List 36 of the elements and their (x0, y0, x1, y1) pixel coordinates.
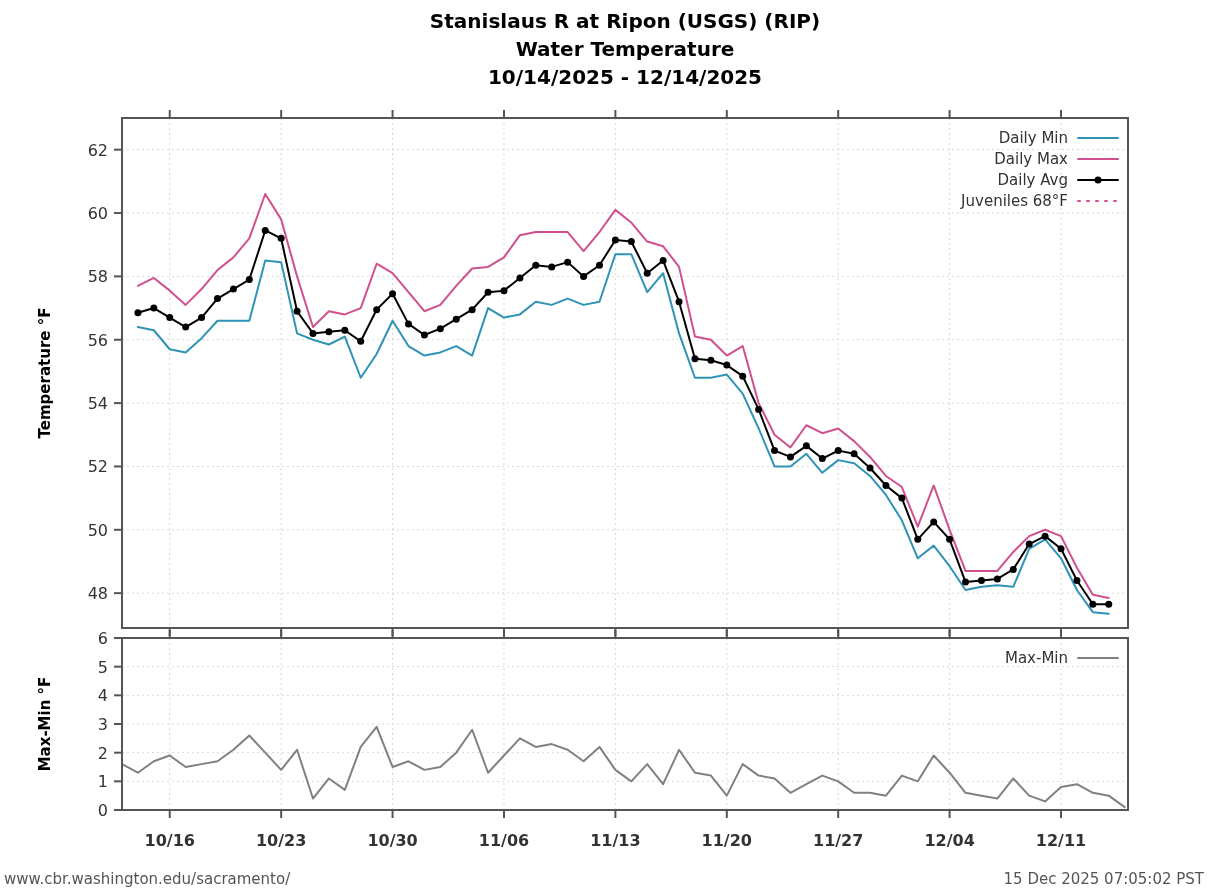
y-tick-label: 6 (97, 629, 108, 648)
y-tick-label: 1 (97, 772, 108, 792)
x-tick-label: 12/11 (1035, 831, 1087, 850)
y-tick-label: 60 (87, 204, 108, 224)
y-axis-title: Max-Min °F (36, 676, 54, 772)
line-series (121, 725, 1126, 809)
y-tick-label: 52 (87, 457, 108, 477)
y-tick-label: 4 (97, 686, 108, 706)
legend-label: Juveniles 68°F (960, 192, 1068, 210)
y-tick-label: 48 (87, 584, 108, 604)
y-tick-label: 2 (97, 743, 108, 763)
y-tick-label: 0 (97, 801, 108, 820)
legend-label: Daily Min (998, 129, 1068, 147)
y-tick-label: 62 (87, 140, 108, 160)
x-tick-label: 11/20 (701, 831, 752, 850)
x-tick-label: 12/04 (924, 831, 975, 850)
y-axis-title: Temperature °F (36, 307, 54, 439)
y-tick-label: 56 (87, 330, 108, 350)
y-tick-label: 5 (97, 657, 108, 677)
x-tick-label: 11/13 (590, 831, 641, 850)
y-tick-label: 54 (87, 394, 108, 414)
y-tick-label: 3 (97, 715, 108, 734)
x-tick-label: 10/23 (255, 831, 307, 850)
legend-label: Daily Avg (997, 171, 1068, 189)
chart-title: Stanislaus R at Ripon (USGS) (RIP) (429, 9, 821, 33)
y-tick-label: 58 (87, 267, 108, 287)
x-tick-label: 10/16 (144, 831, 195, 850)
y-tick-label: 50 (87, 520, 108, 540)
legend-label: Max-Min (1004, 649, 1068, 667)
x-tick-label: 11/27 (813, 831, 864, 850)
chart-subtitle: Water Temperature 10/14/2025 - 12/14/2025 (487, 37, 763, 89)
x-tick-label: 10/30 (367, 831, 418, 850)
x-tick-label: 11/06 (478, 831, 530, 850)
text: 15 Dec 2025 07:05:02 PST (1003, 870, 1205, 888)
text: www.cbr.washington.edu/sacramento/ (4, 870, 292, 888)
legend-label: Daily Max (994, 150, 1069, 168)
